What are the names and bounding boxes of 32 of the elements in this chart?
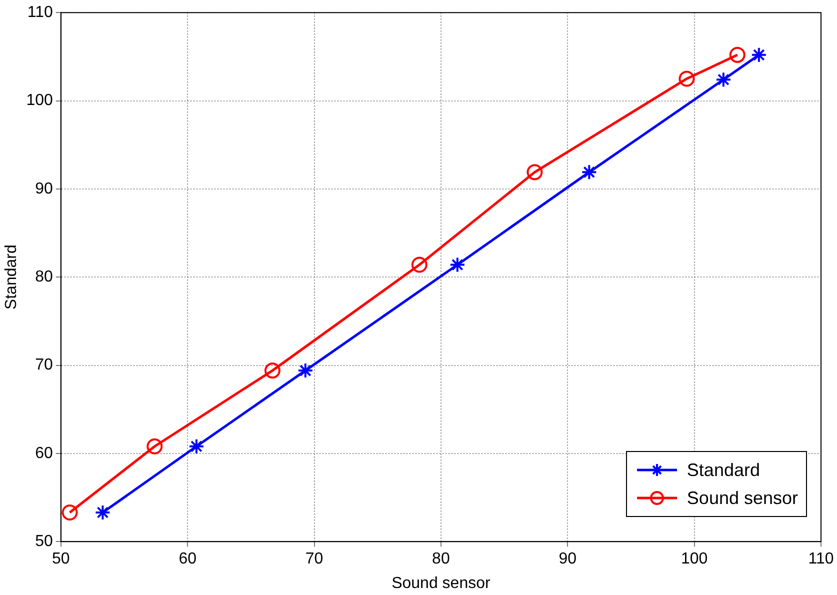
x-tick-label: 70: [305, 550, 324, 568]
point: [411, 256, 428, 273]
legend-label: Standard: [686, 460, 760, 480]
x-tick-label: 100: [680, 550, 708, 568]
point: [94, 504, 111, 521]
y-tick-label: 80: [35, 268, 53, 286]
point: [264, 362, 280, 379]
x-tick-label: 60: [178, 550, 197, 568]
point: [526, 164, 543, 180]
point: [750, 46, 767, 63]
legend-label: Sound sensor: [686, 488, 798, 508]
point: [62, 504, 78, 521]
point: [581, 164, 598, 180]
point: [297, 362, 314, 379]
y-tick-label: 90: [35, 180, 53, 198]
point: [715, 72, 732, 88]
y-tick-label: 110: [27, 4, 53, 22]
x-tick-label: 90: [558, 550, 577, 568]
point: [188, 438, 204, 454]
y-tick-label: 100: [26, 92, 53, 110]
point: [146, 438, 163, 454]
x-axis-title: Sound sensor: [392, 574, 491, 592]
y-tick-label: 70: [35, 356, 53, 374]
x-tick-label: 110: [808, 550, 834, 568]
y-axis-title: Standard: [3, 244, 20, 310]
point: [449, 256, 466, 273]
point: [729, 46, 746, 63]
y-tick-label: 60: [35, 444, 53, 462]
x-tick-label: 80: [432, 550, 450, 568]
x-tick-label: 50: [52, 550, 70, 568]
point: [678, 70, 695, 87]
y-tick-label: 50: [35, 533, 53, 550]
